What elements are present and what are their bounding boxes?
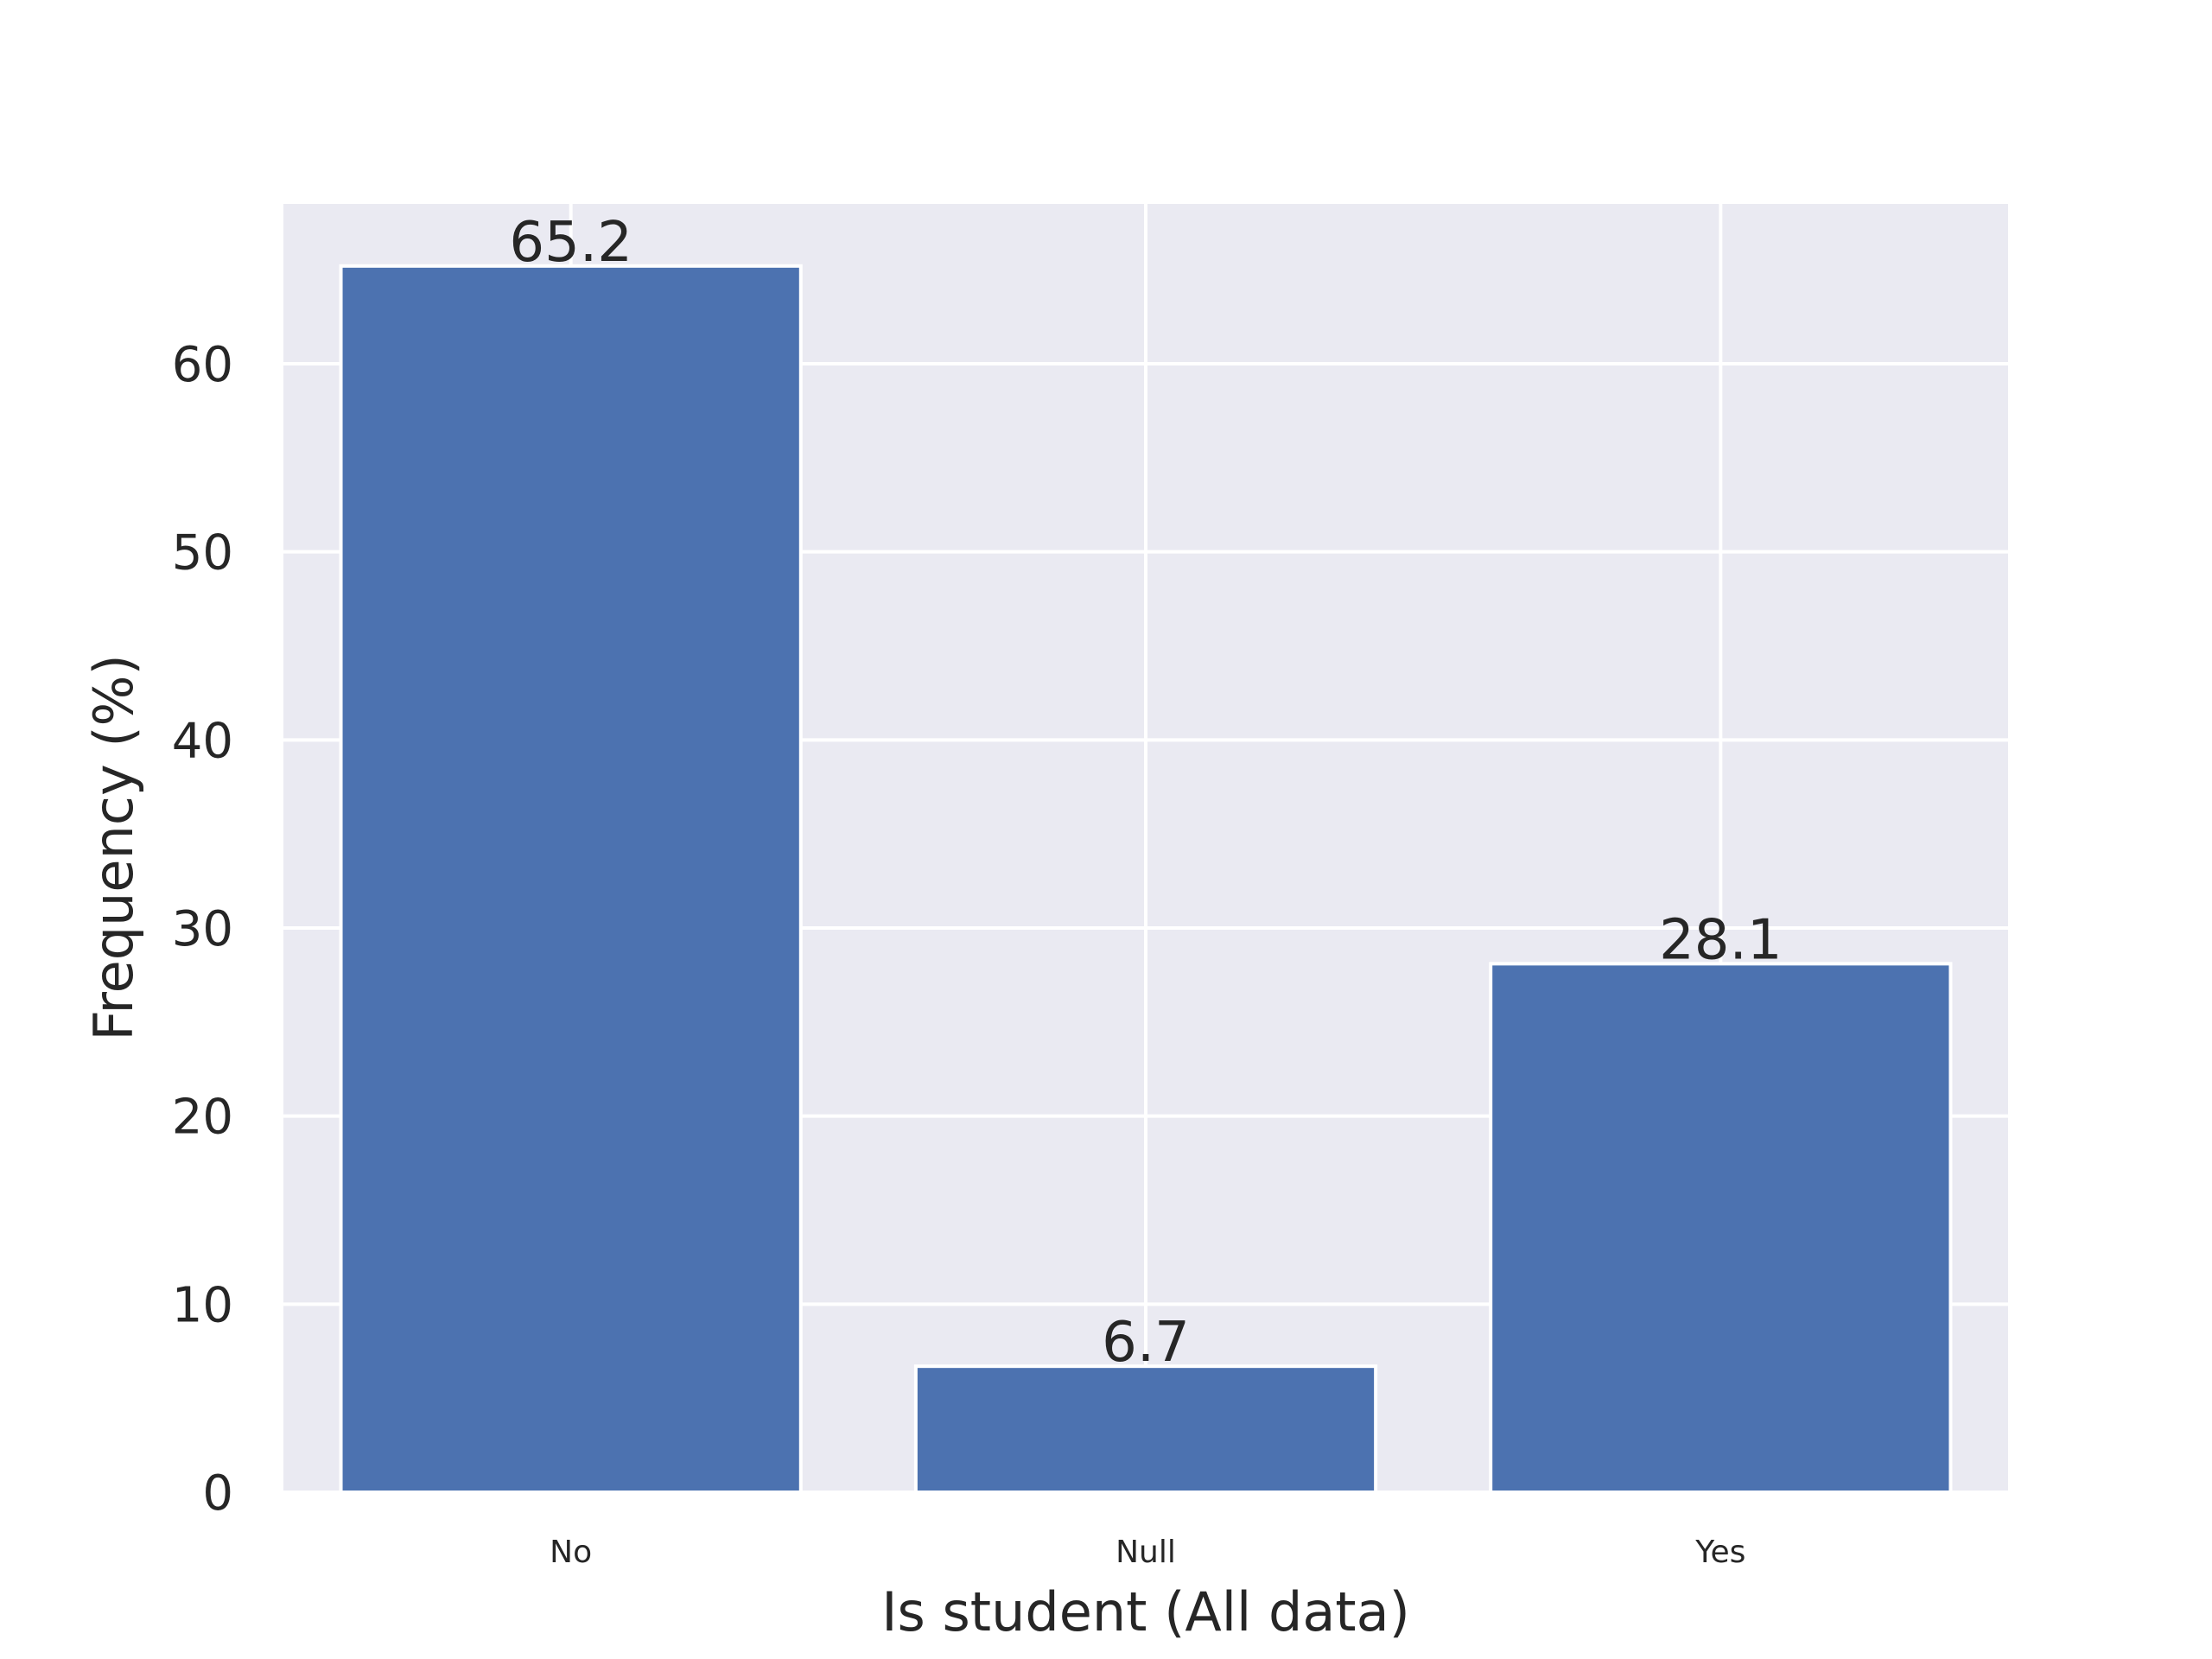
y-tick-label: 40	[172, 713, 233, 769]
x-axis-title: Is student (All data)	[881, 1580, 1410, 1643]
x-tick-label: Yes	[1694, 1535, 1745, 1570]
y-tick-label: 20	[172, 1090, 233, 1146]
x-tick-label: No	[550, 1535, 592, 1570]
y-axis-ticks: 0 10 20 30 40 50 60	[172, 337, 233, 1522]
y-tick-label: 60	[172, 337, 233, 393]
bar-no	[339, 264, 803, 1494]
data-label-yes: 28.1	[1659, 908, 1783, 972]
y-tick-label: 0	[202, 1465, 233, 1522]
bars	[339, 264, 1953, 1494]
y-tick-label: 30	[172, 901, 233, 957]
bar-yes	[1489, 962, 1953, 1494]
y-tick-label: 50	[172, 525, 233, 582]
data-label-null: 6.7	[1102, 1311, 1190, 1375]
y-axis-title: Frequency (%)	[82, 654, 145, 1040]
y-tick-label: 10	[172, 1277, 233, 1333]
data-labels: 65.2 6.7 28.1	[509, 211, 1782, 1375]
x-tick-label: Null	[1116, 1535, 1176, 1570]
x-axis-ticks: No Null Yes	[550, 1535, 1745, 1570]
data-label-no: 65.2	[509, 211, 632, 275]
bar-null	[913, 1364, 1378, 1494]
